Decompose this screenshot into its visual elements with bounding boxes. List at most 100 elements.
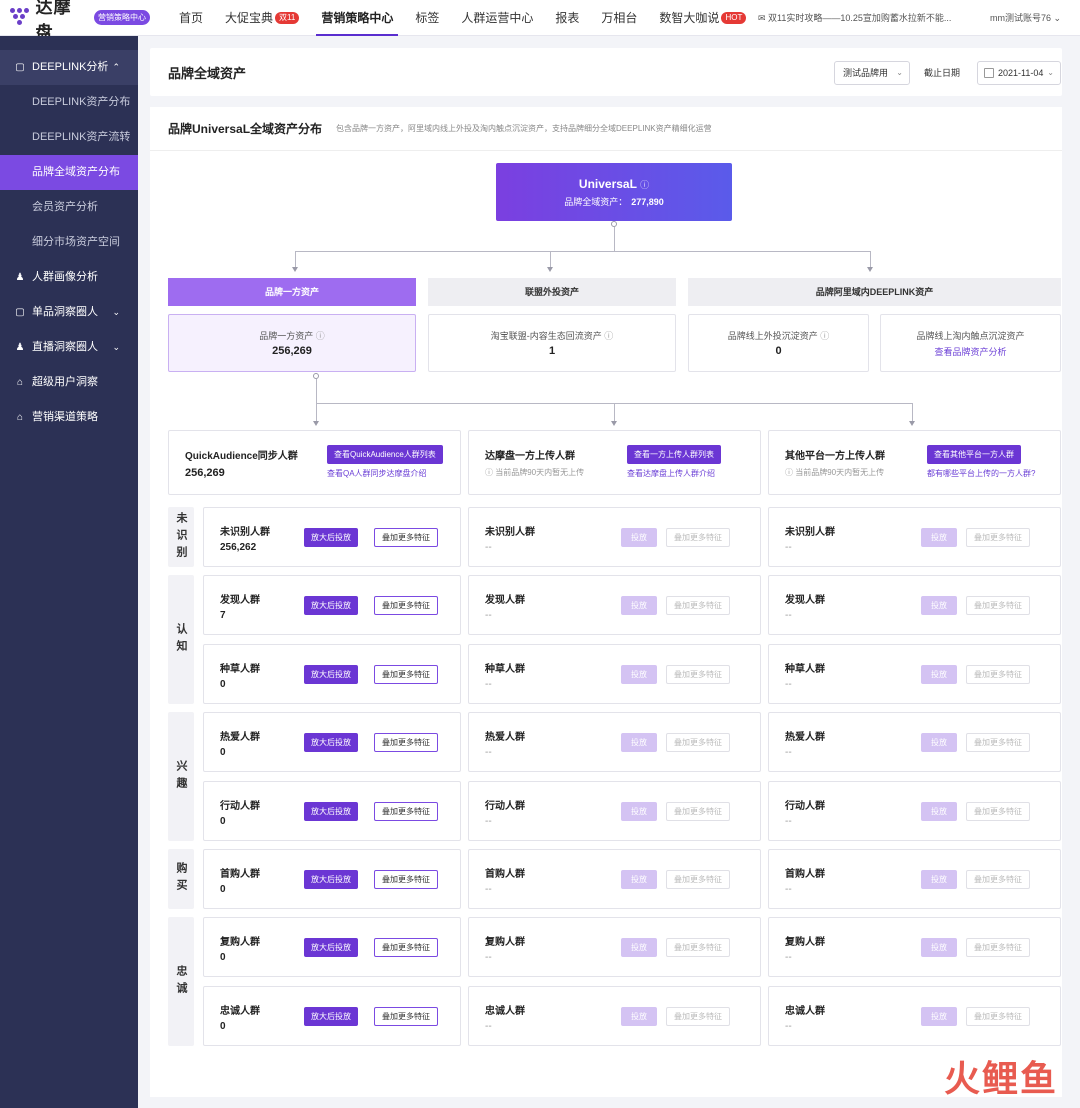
add-features-button[interactable]: 叠加更多特征 [666,733,730,752]
audience-card: 首购人群 0 放大后投放 叠加更多特征 [203,849,461,909]
add-features-button[interactable]: 叠加更多特征 [966,733,1030,752]
asset-first-party[interactable]: 品牌一方资产 ⓘ 256,269 [168,314,416,372]
deliver-button[interactable]: 投放 [621,528,657,547]
sidebar-item-live-insight[interactable]: ♟ 直播洞察圈人 ⌄ [0,330,138,365]
center-badge: 营销策略中心 [94,10,150,25]
deliver-button[interactable]: 投放 [621,802,657,821]
source-title: 其他平台一方上传人群 [785,451,885,462]
deliver-button[interactable]: 投放 [921,938,957,957]
deliver-button[interactable]: 投放 [621,596,657,615]
view-qa-list-button[interactable]: 查看QuickAudience人群列表 [327,445,443,464]
amplify-deliver-button[interactable]: 放大后投放 [304,870,358,889]
amplify-deliver-button[interactable]: 放大后投放 [304,938,358,957]
brand-asset-analysis-link[interactable]: 查看品牌资产分析 [934,347,1007,357]
category-alliance[interactable]: 联盟外投资产 [428,278,676,306]
audience-name: 发现人群 [785,595,825,606]
add-features-button[interactable]: 叠加更多特征 [966,1007,1030,1026]
help-icon: ⓘ [604,331,614,341]
add-features-button[interactable]: 叠加更多特征 [374,528,438,547]
sidebar-item-deeplink[interactable]: ▢ DEEPLINK分析 ⌃ [0,50,138,85]
nav-item-promo[interactable]: 大促宝典 双11 [214,0,310,36]
asset-panel: 品牌UniversaL全域资产分布 包含品牌一方资产，阿里域内线上外投及淘内触点… [150,107,1062,1097]
nav-item-tags[interactable]: 标签 [415,10,440,25]
sidebar-item-product-insight[interactable]: ▢ 单品洞察圈人 ⌄ [0,295,138,330]
amplify-deliver-button[interactable]: 放大后投放 [304,733,358,752]
add-features-button[interactable]: 叠加更多特征 [966,528,1030,547]
deliver-button[interactable]: 投放 [621,938,657,957]
brand-select[interactable]: 测试品牌用 ⌄ [834,61,910,85]
amplify-deliver-button[interactable]: 放大后投放 [304,1007,358,1026]
add-features-button[interactable]: 叠加更多特征 [374,870,438,889]
add-features-button[interactable]: 叠加更多特征 [666,528,730,547]
nav-item-home[interactable]: 首页 [179,10,204,25]
asset-external-delivery[interactable]: 品牌线上外投沉淀资产 ⓘ 0 [688,314,869,372]
arrow-down-icon [313,421,319,426]
add-features-button[interactable]: 叠加更多特征 [966,938,1030,957]
sidebar-item-deeplink-flow[interactable]: DEEPLINK资产流转 [32,131,131,143]
add-features-button[interactable]: 叠加更多特征 [666,802,730,821]
deliver-button[interactable]: 投放 [921,596,957,615]
deliver-button[interactable]: 投放 [921,665,957,684]
help-icon: ⓘ [315,331,325,341]
sidebar-item-member-assets[interactable]: 会员资产分析 [32,201,98,213]
add-features-button[interactable]: 叠加更多特征 [374,733,438,752]
page-title: 品牌全域资产 [168,65,247,81]
nav-item-strategy[interactable]: 营销策略中心 [310,0,404,36]
upload-intro-link[interactable]: 查看达摩盘上传人群介绍 [627,469,715,478]
deliver-button[interactable]: 投放 [921,870,957,889]
asset-alliance-content[interactable]: 淘宝联盟-内容生态回流资产 ⓘ 1 [428,314,676,372]
add-features-button[interactable]: 叠加更多特征 [374,938,438,957]
qa-intro-link[interactable]: 查看QA人群同步达摩盘介绍 [327,469,427,478]
amplify-deliver-button[interactable]: 放大后投放 [304,802,358,821]
view-other-platform-button[interactable]: 查看其他平台一方人群 [927,445,1021,464]
sidebar-item-channel[interactable]: ⌂ 营销渠道策略 [0,400,138,435]
add-features-button[interactable]: 叠加更多特征 [966,596,1030,615]
add-features-button[interactable]: 叠加更多特征 [666,870,730,889]
add-features-button[interactable]: 叠加更多特征 [666,1007,730,1026]
help-icon[interactable]: ⓘ [640,180,650,190]
add-features-button[interactable]: 叠加更多特征 [666,938,730,957]
deliver-button[interactable]: 投放 [921,733,957,752]
nav-item-wanxiang[interactable]: 万相台 [601,10,638,25]
audience-value: 0 [220,679,226,690]
deliver-button[interactable]: 投放 [921,1007,957,1026]
add-features-button[interactable]: 叠加更多特征 [966,665,1030,684]
nav-item-audience[interactable]: 人群运营中心 [461,10,534,25]
category-first-party[interactable]: 品牌一方资产 [168,278,416,306]
sidebar-item-super-user[interactable]: ⌂ 超级用户洞察 [0,365,138,400]
deliver-button[interactable]: 投放 [621,870,657,889]
add-features-button[interactable]: 叠加更多特征 [666,596,730,615]
add-features-button[interactable]: 叠加更多特征 [374,596,438,615]
add-features-button[interactable]: 叠加更多特征 [966,802,1030,821]
view-upload-list-button[interactable]: 查看一方上传人群列表 [627,445,721,464]
nav-item-talks[interactable]: 数智大咖说 HOT [648,0,757,36]
amplify-deliver-button[interactable]: 放大后投放 [304,596,358,615]
notice-link[interactable]: ✉ 双11实时攻略——10.25宣加购蓄水拉新不能... [758,13,952,23]
amplify-deliver-button[interactable]: 放大后投放 [304,665,358,684]
add-features-button[interactable]: 叠加更多特征 [374,802,438,821]
nav-item-reports[interactable]: 报表 [555,10,580,25]
add-features-button[interactable]: 叠加更多特征 [374,1007,438,1026]
sidebar-item-portrait[interactable]: ♟ 人群画像分析 [0,260,138,295]
universal-label: 品牌全域资产： [564,197,628,207]
audience-name: 复购人群 [785,937,825,948]
add-features-button[interactable]: 叠加更多特征 [374,665,438,684]
add-features-button[interactable]: 叠加更多特征 [666,665,730,684]
sidebar-item-deeplink-distribution[interactable]: DEEPLINK资产分布 [32,96,131,108]
category-deeplink[interactable]: 品牌阿里域内DEEPLINK资产 [688,278,1061,306]
account-menu[interactable]: mm测试账号76 ⌄ [990,13,1062,23]
deliver-button[interactable]: 投放 [621,1007,657,1026]
add-features-button[interactable]: 叠加更多特征 [966,870,1030,889]
audience-value: 0 [220,816,226,827]
deliver-button[interactable]: 投放 [621,733,657,752]
deliver-button[interactable]: 投放 [921,528,957,547]
deliver-button[interactable]: 投放 [621,665,657,684]
deliver-button[interactable]: 投放 [921,802,957,821]
sidebar-item-brand-assets[interactable]: 品牌全域资产分布 [0,155,138,190]
amplify-deliver-button[interactable]: 放大后投放 [304,528,358,547]
date-picker[interactable]: 2021-11-04 ⌄ [977,61,1061,85]
sidebar-item-market-space[interactable]: 细分市场资产空间 [32,236,120,248]
other-platform-link[interactable]: 都有哪些平台上传的一方人群? [927,469,1036,478]
connector-line [316,379,317,403]
audience-value: -- [485,679,492,690]
